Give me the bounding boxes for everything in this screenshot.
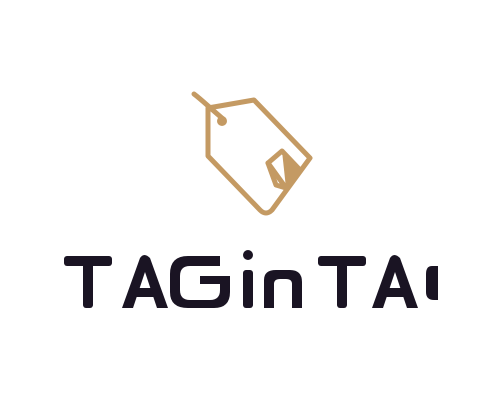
wordmark-text: TAG in TAG: [0, 0, 1, 1]
price-tag-icon: [191, 91, 313, 216]
wordmark-logo: [64, 250, 438, 308]
